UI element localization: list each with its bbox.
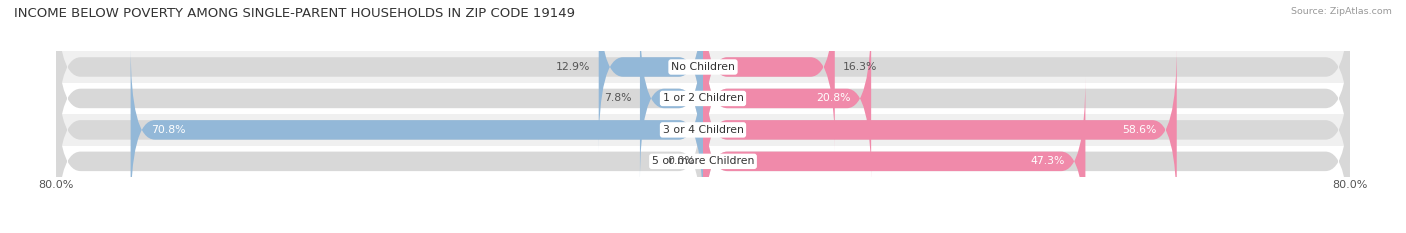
Text: 70.8%: 70.8% [150,125,186,135]
FancyBboxPatch shape [703,45,1177,215]
Text: INCOME BELOW POVERTY AMONG SINGLE-PARENT HOUSEHOLDS IN ZIP CODE 19149: INCOME BELOW POVERTY AMONG SINGLE-PARENT… [14,7,575,20]
Text: 12.9%: 12.9% [557,62,591,72]
FancyBboxPatch shape [131,45,703,215]
FancyBboxPatch shape [703,77,1350,233]
FancyBboxPatch shape [56,14,703,183]
FancyBboxPatch shape [703,77,1085,233]
Bar [56,146,1350,177]
FancyBboxPatch shape [703,14,1350,183]
FancyBboxPatch shape [703,45,1350,215]
FancyBboxPatch shape [703,0,835,152]
Text: 20.8%: 20.8% [817,93,851,103]
Bar [56,83,1350,114]
Bar [56,114,1350,146]
FancyBboxPatch shape [56,45,703,215]
Text: 58.6%: 58.6% [1122,125,1157,135]
FancyBboxPatch shape [599,0,703,152]
Text: 1 or 2 Children: 1 or 2 Children [662,93,744,103]
FancyBboxPatch shape [640,14,703,183]
Text: 0.0%: 0.0% [668,156,695,166]
Text: 5 or more Children: 5 or more Children [652,156,754,166]
Text: 7.8%: 7.8% [605,93,631,103]
Text: 16.3%: 16.3% [842,62,877,72]
Legend: Single Father, Single Mother: Single Father, Single Mother [603,230,803,233]
FancyBboxPatch shape [703,0,1350,152]
Text: 47.3%: 47.3% [1031,156,1066,166]
Text: 3 or 4 Children: 3 or 4 Children [662,125,744,135]
Bar [56,51,1350,83]
Text: Source: ZipAtlas.com: Source: ZipAtlas.com [1291,7,1392,16]
Text: No Children: No Children [671,62,735,72]
FancyBboxPatch shape [56,0,703,152]
FancyBboxPatch shape [56,77,703,233]
FancyBboxPatch shape [703,14,872,183]
